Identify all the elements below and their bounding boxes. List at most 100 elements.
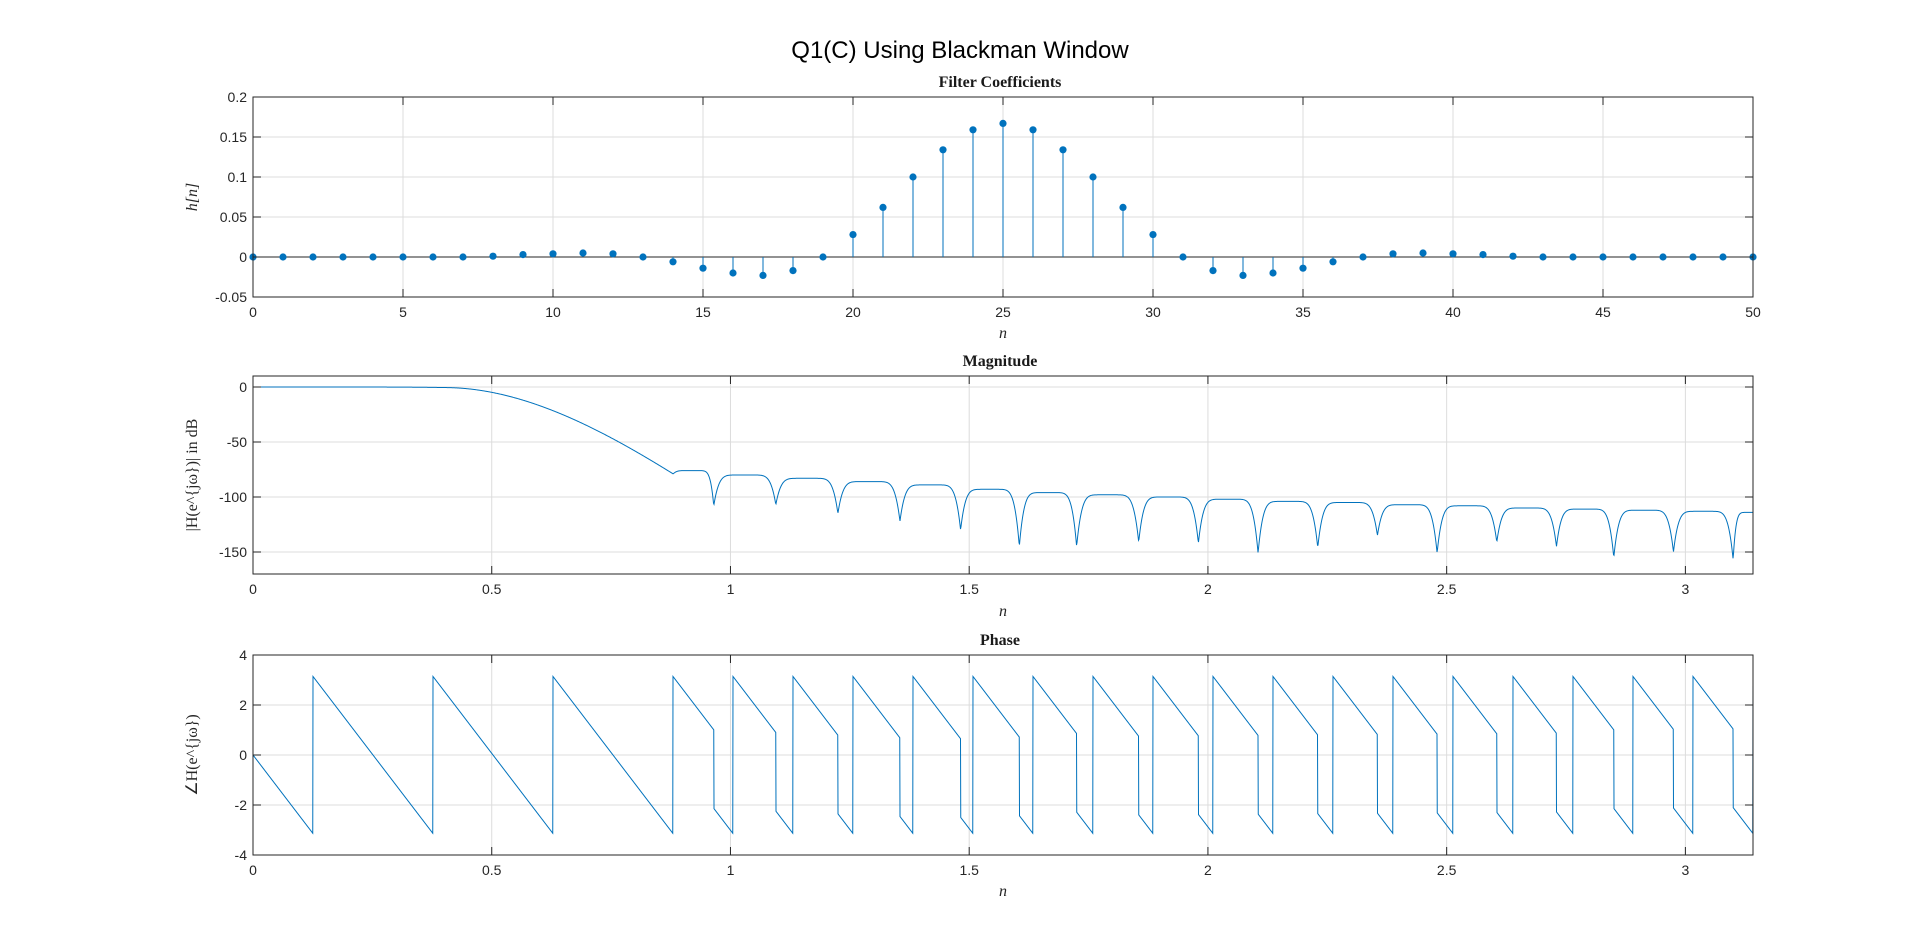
coefficient-point — [1509, 252, 1517, 260]
phase-ytick-label: -2 — [235, 797, 248, 813]
coefficient-point — [1059, 146, 1067, 154]
phase-xtick-label: 2 — [1204, 862, 1212, 878]
coefficient-point — [369, 253, 377, 261]
coefficient-point — [1179, 253, 1187, 261]
coefficients-xtick-label: 45 — [1595, 304, 1611, 320]
coefficient-point — [729, 269, 737, 277]
coefficients-xtick-label: 30 — [1145, 304, 1161, 320]
magnitude-xlabel: n — [999, 603, 1007, 620]
phase-xlabel: n — [999, 883, 1007, 900]
phase-panel: Phase 0 0.5 1 1.5 2 2.5 3 -4 -2 0 2 4 n ∠H(e^{jω}) — [184, 632, 1754, 900]
magnitude-panel: Magnitude 0 0.5 1 1.5 2 2.5 3 -150 -100 -50 0 n |H… — [184, 353, 1754, 620]
phase-xtick-label: 1 — [727, 862, 735, 878]
phase-ytick-label: 4 — [239, 647, 247, 663]
magnitude-xtick-label: 1.5 — [959, 581, 979, 597]
phase-xtick-label: 0 — [249, 862, 257, 878]
coefficients-panel: Filter Coefficients 0 5 10 15 20 25 30 35 40 45 50… — [184, 74, 1761, 342]
coefficient-point — [1479, 251, 1487, 259]
coefficient-point — [1359, 253, 1367, 261]
magnitude-ytick-label: -100 — [219, 489, 247, 505]
coefficient-point — [1299, 264, 1307, 272]
coefficient-point — [1029, 126, 1037, 134]
magnitude-title: Magnitude — [963, 353, 1038, 370]
coefficients-xtick-label: 35 — [1295, 304, 1311, 320]
coefficients-ytick-label: 0.15 — [220, 129, 247, 145]
coefficient-point — [549, 250, 557, 258]
coefficients-xtick-label: 5 — [399, 304, 407, 320]
coefficient-point — [1419, 249, 1427, 257]
coefficient-point — [1629, 253, 1637, 261]
coefficient-point — [1539, 253, 1547, 261]
coefficient-point — [1599, 253, 1607, 261]
coefficient-point — [1089, 173, 1097, 181]
coefficients-ytick-label: 0 — [239, 249, 247, 265]
coefficient-point — [1449, 250, 1457, 258]
coefficient-point — [1269, 269, 1277, 277]
magnitude-xtick-label: 0.5 — [482, 581, 502, 597]
coefficient-point — [309, 253, 317, 261]
coefficient-point — [1719, 253, 1727, 261]
coefficient-point — [1329, 258, 1337, 266]
magnitude-xtick-label: 0 — [249, 581, 257, 597]
coefficient-point — [399, 253, 407, 261]
coefficient-point — [1569, 253, 1577, 261]
magnitude-ylabel: |H(e^{jω})| in dB — [184, 419, 201, 532]
phase-ylabel: ∠H(e^{jω}) — [184, 714, 201, 796]
coefficients-xtick-label: 50 — [1745, 304, 1761, 320]
phase-ytick-label: 2 — [239, 697, 247, 713]
coefficient-point — [1209, 267, 1217, 275]
coefficient-point — [519, 251, 527, 259]
coefficient-point — [789, 267, 797, 275]
coefficients-xlabel: n — [999, 325, 1007, 342]
coefficient-point — [939, 146, 947, 154]
phase-ytick-label: 0 — [239, 747, 247, 763]
coefficient-point — [1119, 203, 1127, 211]
coefficients-ytick-label: 0.2 — [228, 89, 248, 105]
coefficients-xtick-label: 40 — [1445, 304, 1461, 320]
coefficients-ytick-label: 0.1 — [228, 169, 248, 185]
coefficient-point — [279, 253, 287, 261]
coefficient-point — [699, 264, 707, 272]
coefficient-point — [1689, 253, 1697, 261]
magnitude-ytick-label: 0 — [239, 379, 247, 395]
coefficient-point — [1659, 253, 1667, 261]
phase-xtick-label: 1.5 — [959, 862, 979, 878]
coefficient-point — [879, 203, 887, 211]
coefficients-ytick-label: -0.05 — [215, 289, 247, 305]
coefficient-point — [579, 249, 587, 257]
magnitude-axes-frame — [252, 375, 1754, 575]
coefficients-xtick-label: 20 — [845, 304, 861, 320]
magnitude-xtick-label: 1 — [727, 581, 735, 597]
coefficients-xtick-label: 10 — [545, 304, 561, 320]
coefficient-point — [909, 173, 917, 181]
coefficient-point — [849, 231, 857, 239]
magnitude-ytick-label: -150 — [219, 544, 247, 560]
figure-title: Q1(C) Using Blackman Window — [791, 37, 1129, 64]
phase-xtick-label: 2.5 — [1437, 862, 1457, 878]
phase-ytick-label: -4 — [235, 847, 248, 863]
coefficient-point — [339, 253, 347, 261]
magnitude-xtick-label: 2 — [1204, 581, 1212, 597]
coefficient-point — [1239, 271, 1247, 279]
magnitude-ytick-label: -50 — [227, 434, 247, 450]
magnitude-xtick-label: 2.5 — [1437, 581, 1457, 597]
coefficient-point — [969, 126, 977, 134]
coefficients-ytick-label: 0.05 — [220, 209, 247, 225]
coefficients-xtick-label: 15 — [695, 304, 711, 320]
coefficient-point — [489, 252, 497, 260]
coefficient-point — [669, 258, 677, 266]
phase-series — [252, 674, 1754, 835]
coefficient-point — [639, 253, 647, 261]
coefficients-xtick-label: 0 — [249, 304, 257, 320]
coefficient-point — [459, 253, 467, 261]
coefficient-point — [1389, 250, 1397, 258]
phase-title: Phase — [980, 632, 1020, 649]
coefficients-ylabel: h[n] — [184, 183, 201, 211]
phase-xtick-label: 0.5 — [482, 862, 502, 878]
coefficient-point — [609, 250, 617, 258]
coefficient-point — [759, 271, 767, 279]
coefficient-point — [819, 253, 827, 261]
coefficient-point — [1149, 231, 1157, 239]
coefficients-xtick-label: 25 — [995, 304, 1011, 320]
